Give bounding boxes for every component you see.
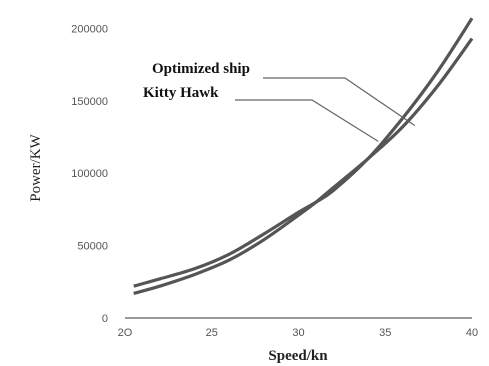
y-tick-label: 50000 [77, 241, 108, 253]
x-axis-title: Speed/kn [268, 348, 328, 364]
series-label: Kitty Hawk [143, 85, 219, 101]
x-tick-label: 40 [466, 327, 478, 339]
y-tick-label: 0 [102, 313, 108, 325]
series-lines [133, 17, 474, 295]
y-axis-title: Power/KW [28, 133, 44, 201]
series-label: Optimized ship [152, 61, 250, 77]
y-tick-labels: 0 50000 100000 150000 200000 [71, 23, 108, 325]
y-tick-label: 200000 [71, 23, 108, 35]
x-tick-label: 35 [379, 327, 391, 339]
x-tick-label: 25 [206, 327, 218, 339]
x-tick-labels: 2O 25 30 35 40 [118, 327, 478, 339]
leader-line [263, 77, 416, 126]
y-tick-label: 150000 [71, 96, 108, 108]
annotations: Optimized ship Kitty Hawk [143, 61, 416, 142]
y-tick-label: 100000 [71, 168, 108, 180]
x-tick-label: 2O [118, 327, 133, 339]
x-tick-label: 30 [292, 327, 304, 339]
leader-line [235, 99, 379, 142]
series-line-kitty-hawk [133, 17, 474, 288]
